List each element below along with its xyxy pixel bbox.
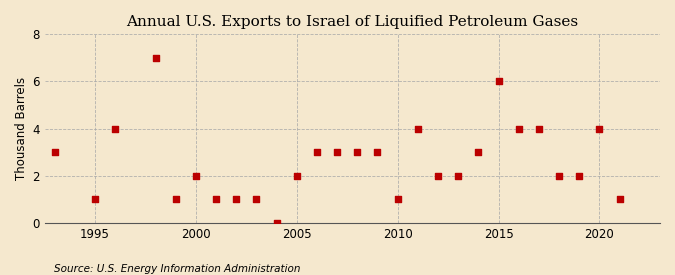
Point — [271, 221, 282, 225]
Point — [614, 197, 625, 202]
Point — [392, 197, 403, 202]
Point — [473, 150, 484, 154]
Point — [211, 197, 221, 202]
Title: Annual U.S. Exports to Israel of Liquified Petroleum Gases: Annual U.S. Exports to Israel of Liquifi… — [126, 15, 578, 29]
Point — [433, 174, 443, 178]
Point — [514, 126, 524, 131]
Point — [49, 150, 60, 154]
Point — [251, 197, 262, 202]
Point — [110, 126, 121, 131]
Point — [493, 79, 504, 84]
Point — [372, 150, 383, 154]
Text: Source: U.S. Energy Information Administration: Source: U.S. Energy Information Administ… — [54, 264, 300, 274]
Point — [533, 126, 544, 131]
Point — [292, 174, 302, 178]
Point — [453, 174, 464, 178]
Point — [231, 197, 242, 202]
Point — [312, 150, 323, 154]
Point — [352, 150, 362, 154]
Point — [170, 197, 181, 202]
Point — [554, 174, 564, 178]
Point — [331, 150, 342, 154]
Point — [90, 197, 101, 202]
Point — [594, 126, 605, 131]
Point — [412, 126, 423, 131]
Point — [190, 174, 201, 178]
Point — [150, 56, 161, 60]
Y-axis label: Thousand Barrels: Thousand Barrels — [15, 77, 28, 180]
Point — [574, 174, 585, 178]
